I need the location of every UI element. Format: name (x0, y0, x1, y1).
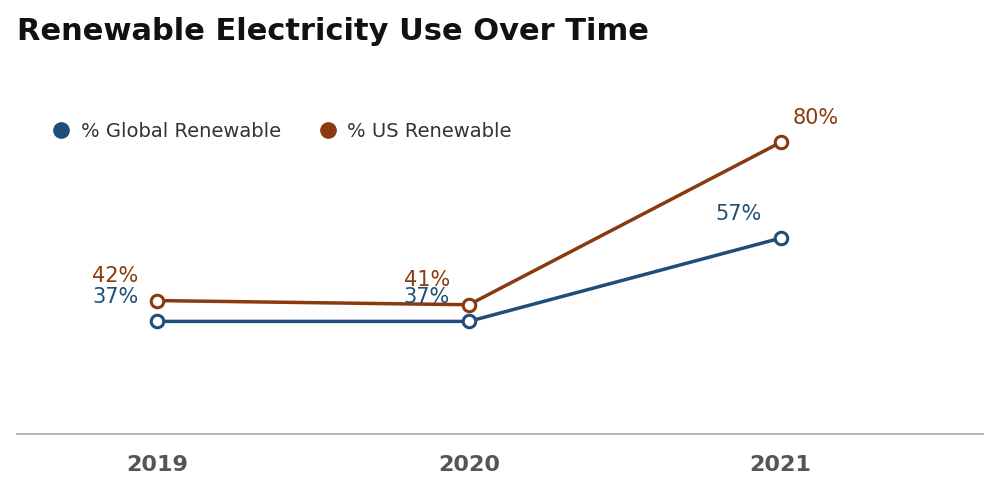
Text: 37%: 37% (404, 287, 450, 307)
Text: 42%: 42% (92, 266, 138, 286)
Text: 80%: 80% (793, 108, 839, 128)
Legend: % Global Renewable, % US Renewable: % Global Renewable, % US Renewable (46, 114, 519, 149)
Text: 41%: 41% (404, 270, 450, 290)
Text: Renewable Electricity Use Over Time: Renewable Electricity Use Over Time (17, 17, 649, 46)
Text: 37%: 37% (92, 287, 138, 307)
Text: 57%: 57% (716, 204, 762, 223)
